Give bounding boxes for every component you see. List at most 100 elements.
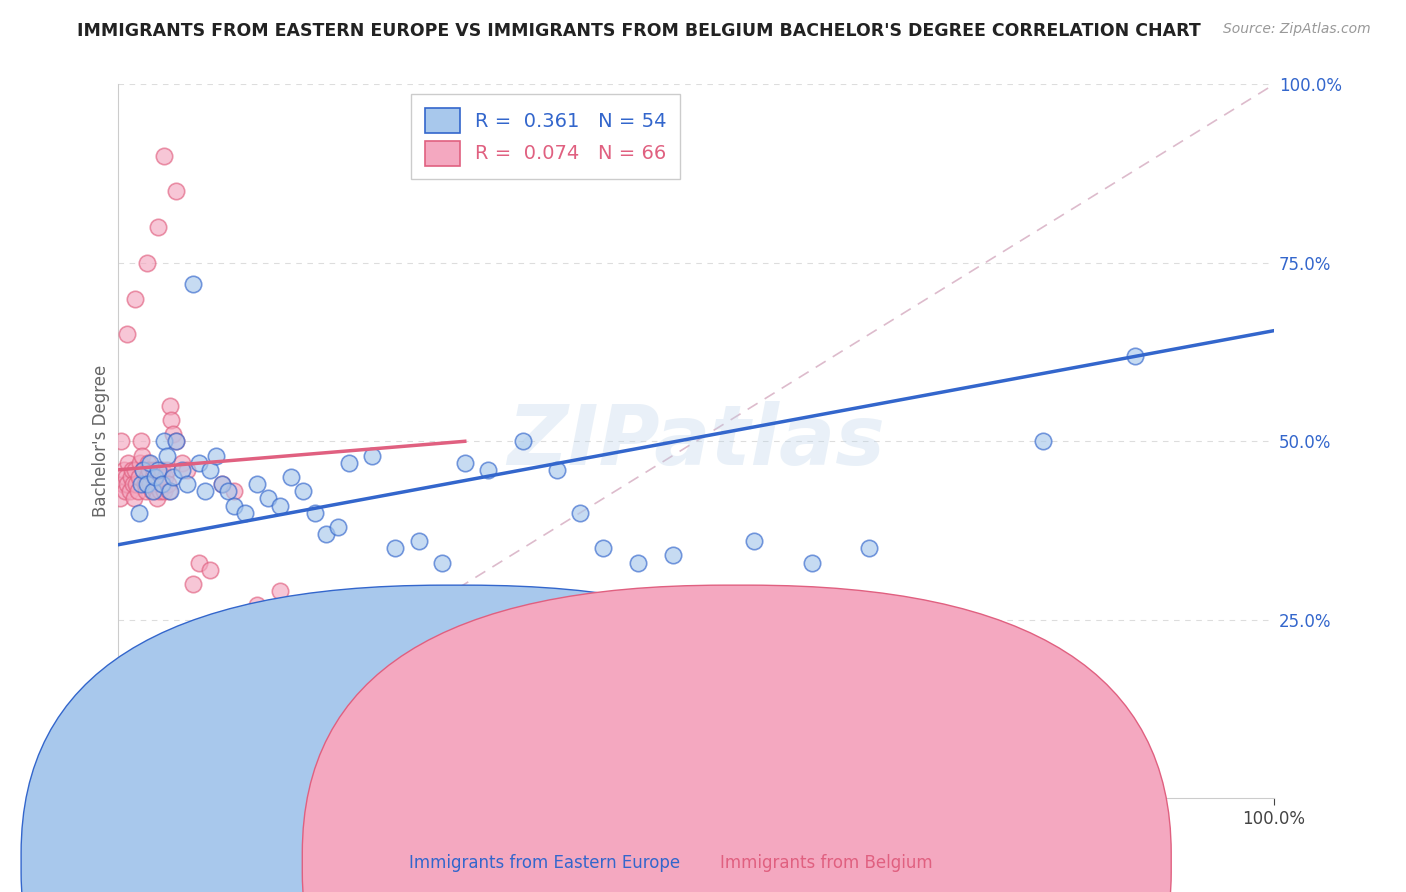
Point <box>170 463 193 477</box>
Point <box>512 434 534 449</box>
Point <box>124 292 146 306</box>
Point <box>141 484 163 499</box>
Point <box>155 463 177 477</box>
Point <box>156 477 179 491</box>
Point <box>165 185 187 199</box>
Text: Source: ZipAtlas.com: Source: ZipAtlas.com <box>1223 22 1371 37</box>
Point <box>162 470 184 484</box>
Point <box>148 220 170 235</box>
Point <box>148 477 170 491</box>
Point <box>155 470 177 484</box>
Point <box>117 477 139 491</box>
Point <box>143 477 166 491</box>
Point <box>361 449 384 463</box>
Point <box>138 463 160 477</box>
Point <box>384 541 406 556</box>
Point <box>233 506 256 520</box>
Point <box>139 456 162 470</box>
Point <box>280 470 302 484</box>
Point <box>454 456 477 470</box>
Point <box>135 256 157 270</box>
Text: Immigrants from Belgium: Immigrants from Belgium <box>699 855 932 872</box>
Point <box>326 520 349 534</box>
Point <box>246 477 269 491</box>
Point <box>160 413 183 427</box>
Point <box>111 477 134 491</box>
Point <box>134 477 156 491</box>
Point <box>408 534 430 549</box>
Point <box>157 484 180 499</box>
Point <box>120 470 142 484</box>
Y-axis label: Bachelor's Degree: Bachelor's Degree <box>93 365 110 517</box>
Point <box>110 491 132 506</box>
Point <box>165 434 187 449</box>
Point <box>205 449 228 463</box>
Point <box>128 506 150 520</box>
Point <box>135 477 157 491</box>
Point <box>187 456 209 470</box>
Point <box>1032 434 1054 449</box>
Point <box>132 463 155 477</box>
Point <box>217 484 239 499</box>
Point <box>194 484 217 499</box>
Point <box>200 563 222 577</box>
Point <box>800 556 823 570</box>
Point <box>122 477 145 491</box>
Point <box>115 470 138 484</box>
Text: ZIPatlas: ZIPatlas <box>508 401 884 482</box>
Point <box>200 463 222 477</box>
Text: Immigrants from Eastern Europe: Immigrants from Eastern Europe <box>388 855 681 872</box>
Point <box>315 620 337 634</box>
Point <box>117 327 139 342</box>
Point <box>153 434 176 449</box>
Point <box>685 627 707 641</box>
Point <box>222 484 245 499</box>
Point <box>159 484 181 499</box>
Text: IMMIGRANTS FROM EASTERN EUROPE VS IMMIGRANTS FROM BELGIUM BACHELOR'S DEGREE CORR: IMMIGRANTS FROM EASTERN EUROPE VS IMMIGR… <box>77 22 1201 40</box>
Point <box>129 477 152 491</box>
Point <box>162 427 184 442</box>
Legend: R =  0.361   N = 54, R =  0.074   N = 66: R = 0.361 N = 54, R = 0.074 N = 66 <box>411 95 681 179</box>
Point <box>121 463 143 477</box>
Point <box>181 277 204 292</box>
Point <box>112 463 135 477</box>
Point <box>430 556 453 570</box>
Point <box>858 541 880 556</box>
Point <box>176 463 198 477</box>
Point <box>121 720 143 734</box>
Point <box>569 506 592 520</box>
Point <box>110 434 132 449</box>
Point <box>149 484 172 499</box>
FancyBboxPatch shape <box>302 585 1171 892</box>
Point <box>150 477 173 491</box>
Point <box>269 499 291 513</box>
Point <box>159 399 181 413</box>
Point <box>430 663 453 677</box>
Point <box>155 449 177 463</box>
Point <box>135 470 157 484</box>
FancyBboxPatch shape <box>21 585 890 892</box>
Point <box>122 491 145 506</box>
Point <box>125 477 148 491</box>
Point <box>129 434 152 449</box>
Point <box>181 577 204 591</box>
Point <box>149 470 172 484</box>
Point <box>337 456 360 470</box>
Point <box>153 149 176 163</box>
Point <box>211 477 233 491</box>
Point <box>257 491 280 506</box>
Point <box>269 584 291 599</box>
Point <box>152 477 174 491</box>
Point <box>742 534 765 549</box>
Point <box>136 456 159 470</box>
Point <box>337 634 360 648</box>
Point <box>132 463 155 477</box>
Point <box>118 484 141 499</box>
Point <box>131 449 153 463</box>
Point <box>129 456 152 470</box>
Point <box>139 477 162 491</box>
Point <box>291 484 314 499</box>
Point <box>145 484 167 499</box>
Point <box>128 470 150 484</box>
Point <box>143 470 166 484</box>
